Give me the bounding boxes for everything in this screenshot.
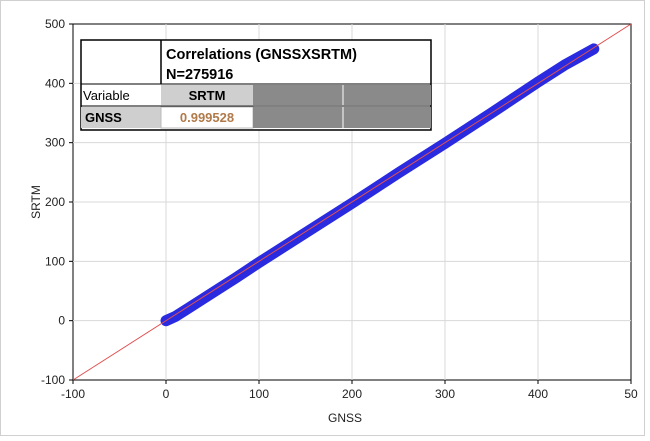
correlation-title: Correlations (GNSSXSRTM) — [166, 47, 357, 63]
x-tick-label: 0 — [163, 387, 170, 401]
x-tick-label: 400 — [528, 387, 548, 401]
x-tick-label: 100 — [249, 387, 269, 401]
reference-line — [72, 23, 632, 381]
correlation-n: N=275916 — [166, 67, 233, 83]
data-point — [185, 303, 194, 312]
correlation-value: 0.999528 — [180, 110, 234, 125]
y-tick-label: 300 — [45, 136, 65, 150]
y-axis-title: SRTM — [29, 185, 43, 219]
y-axis: 500 400 300 200 100 0 -100 — [41, 17, 73, 387]
y-tick-label: 400 — [45, 76, 65, 90]
data-point — [231, 273, 240, 282]
y-tick-label: 200 — [45, 195, 65, 209]
y-tick-label: 100 — [45, 254, 65, 268]
correlation-table: Correlations (GNSSXSRTM) N=275916 Variab… — [80, 39, 432, 131]
variable-header: Variable — [83, 88, 130, 103]
x-tick-label: 50 — [624, 387, 638, 401]
srtm-column-header: SRTM — [189, 88, 226, 103]
x-tick-label: 300 — [435, 387, 455, 401]
scatter-band — [160, 43, 600, 327]
y-tick-label: 0 — [58, 314, 65, 328]
x-tick-label: -100 — [61, 387, 85, 401]
x-axis-title: GNSS — [328, 411, 362, 425]
y-tick-label: -100 — [41, 373, 65, 387]
data-point — [208, 288, 217, 297]
data-point — [171, 312, 180, 321]
x-axis: -100 0 100 200 300 400 50 — [61, 380, 638, 401]
y-tick-label: 500 — [45, 17, 65, 31]
gnss-row-header: GNSS — [85, 110, 122, 125]
x-tick-label: 200 — [342, 387, 362, 401]
